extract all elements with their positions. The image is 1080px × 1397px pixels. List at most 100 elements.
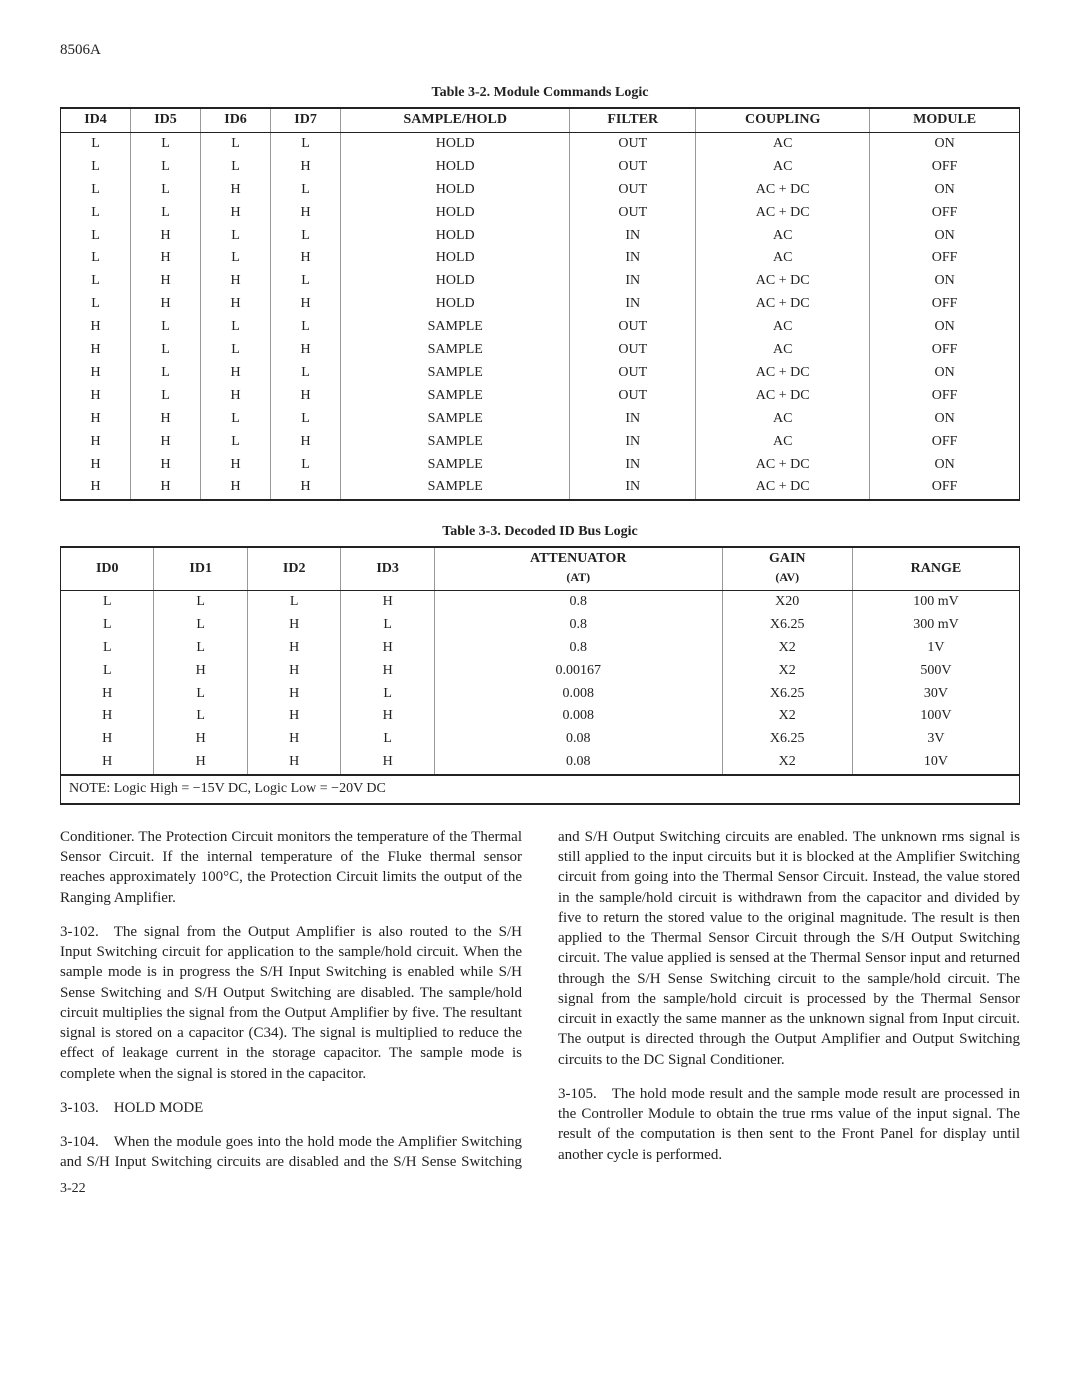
table-cell: L	[341, 683, 434, 706]
table-row: HLHLSAMPLEOUTAC + DCON	[61, 362, 1020, 385]
table-cell: IN	[570, 293, 696, 316]
table-cell: 100V	[852, 705, 1019, 728]
table-cell: HOLD	[341, 202, 570, 225]
table-cell: L	[271, 316, 341, 339]
table-cell: OFF	[870, 202, 1020, 225]
table-cell: H	[201, 385, 271, 408]
table-cell: H	[341, 590, 434, 613]
table-cell: IN	[570, 476, 696, 500]
table-cell: L	[131, 385, 201, 408]
table-cell: H	[247, 660, 340, 683]
table-cell: HOLD	[341, 293, 570, 316]
table-cell: L	[131, 179, 201, 202]
table-cell: SAMPLE	[341, 476, 570, 500]
table-cell: ON	[870, 316, 1020, 339]
table-cell: H	[247, 728, 340, 751]
table-row: HLHHSAMPLEOUTAC + DCOFF	[61, 385, 1020, 408]
table-header: ID0	[61, 547, 154, 590]
table-cell: H	[154, 728, 247, 751]
table-cell: H	[131, 293, 201, 316]
table-header: ID7	[271, 108, 341, 132]
table-cell: L	[61, 270, 131, 293]
table-cell: 30V	[852, 683, 1019, 706]
table-cell: L	[341, 614, 434, 637]
table-cell: H	[61, 316, 131, 339]
table-row: HLHH0.008X2100V	[61, 705, 1020, 728]
table-cell: 0.8	[434, 637, 722, 660]
table-cell: AC + DC	[696, 179, 870, 202]
table-cell: H	[271, 202, 341, 225]
table-cell: H	[201, 293, 271, 316]
table-row: LLHHHOLDOUTAC + DCOFF	[61, 202, 1020, 225]
table-cell: L	[61, 590, 154, 613]
table-3-2-caption: Table 3-2. Module Commands Logic	[60, 84, 1020, 103]
table-cell: AC + DC	[696, 476, 870, 500]
table-cell: L	[61, 614, 154, 637]
table-cell: L	[154, 683, 247, 706]
table-cell: 300 mV	[852, 614, 1019, 637]
table-cell: L	[131, 339, 201, 362]
table-cell: ON	[870, 270, 1020, 293]
table-header: ATTENUATOR(AT)	[434, 547, 722, 590]
table-cell: AC + DC	[696, 385, 870, 408]
table-cell: H	[201, 454, 271, 477]
table-cell: H	[201, 270, 271, 293]
table-cell: H	[154, 660, 247, 683]
table-cell: AC	[696, 247, 870, 270]
table-cell: L	[201, 247, 271, 270]
table-cell: H	[201, 476, 271, 500]
table-row: HHLLSAMPLEINACON	[61, 408, 1020, 431]
table-cell: H	[341, 660, 434, 683]
table-cell: HOLD	[341, 270, 570, 293]
paragraph: 3-105. The hold mode result and the samp…	[558, 1084, 1020, 1165]
table-cell: L	[131, 133, 201, 156]
table-cell: AC	[696, 408, 870, 431]
table-cell: H	[271, 156, 341, 179]
table-cell: L	[61, 202, 131, 225]
table-header: COUPLING	[696, 108, 870, 132]
table-cell: L	[271, 362, 341, 385]
table-cell: OFF	[870, 476, 1020, 500]
table-cell: HOLD	[341, 156, 570, 179]
table-cell: X2	[722, 637, 852, 660]
table-cell: 100 mV	[852, 590, 1019, 613]
table-cell: OUT	[570, 202, 696, 225]
table-cell: L	[201, 133, 271, 156]
table-row: LHHH0.00167X2500V	[61, 660, 1020, 683]
table-cell: L	[154, 614, 247, 637]
table-cell: H	[271, 247, 341, 270]
table-cell: AC + DC	[696, 202, 870, 225]
table-cell: ON	[870, 225, 1020, 248]
table-cell: 0.8	[434, 614, 722, 637]
table-cell: L	[61, 179, 131, 202]
table-cell: L	[61, 133, 131, 156]
table-cell: L	[131, 316, 201, 339]
table-cell: AC	[696, 133, 870, 156]
table-cell: H	[271, 476, 341, 500]
page-number: 3-22	[60, 1180, 1020, 1199]
table-row: HHHL0.08X6.253V	[61, 728, 1020, 751]
table-cell: H	[61, 431, 131, 454]
table-cell: IN	[570, 431, 696, 454]
table-cell: L	[154, 705, 247, 728]
table-note: NOTE: Logic High = −15V DC, Logic Low = …	[61, 775, 1020, 804]
table-row: HLHL0.008X6.2530V	[61, 683, 1020, 706]
table-cell: 0.08	[434, 751, 722, 775]
table-cell: H	[61, 728, 154, 751]
document-id: 8506A	[60, 40, 1020, 60]
table-cell: OFF	[870, 431, 1020, 454]
table-row: HHHH0.08X210V	[61, 751, 1020, 775]
table-cell: L	[61, 156, 131, 179]
table-cell: H	[247, 637, 340, 660]
table-cell: H	[131, 431, 201, 454]
table-cell: H	[61, 683, 154, 706]
table-cell: AC + DC	[696, 362, 870, 385]
table-cell: X6.25	[722, 614, 852, 637]
table-cell: AC	[696, 225, 870, 248]
table-cell: OUT	[570, 316, 696, 339]
table-cell: L	[61, 225, 131, 248]
table-cell: ON	[870, 408, 1020, 431]
table-row: LLHLHOLDOUTAC + DCON	[61, 179, 1020, 202]
table-cell: H	[61, 751, 154, 775]
table-3-2: ID4ID5ID6ID7SAMPLE/HOLDFILTERCOUPLINGMOD…	[60, 107, 1020, 501]
